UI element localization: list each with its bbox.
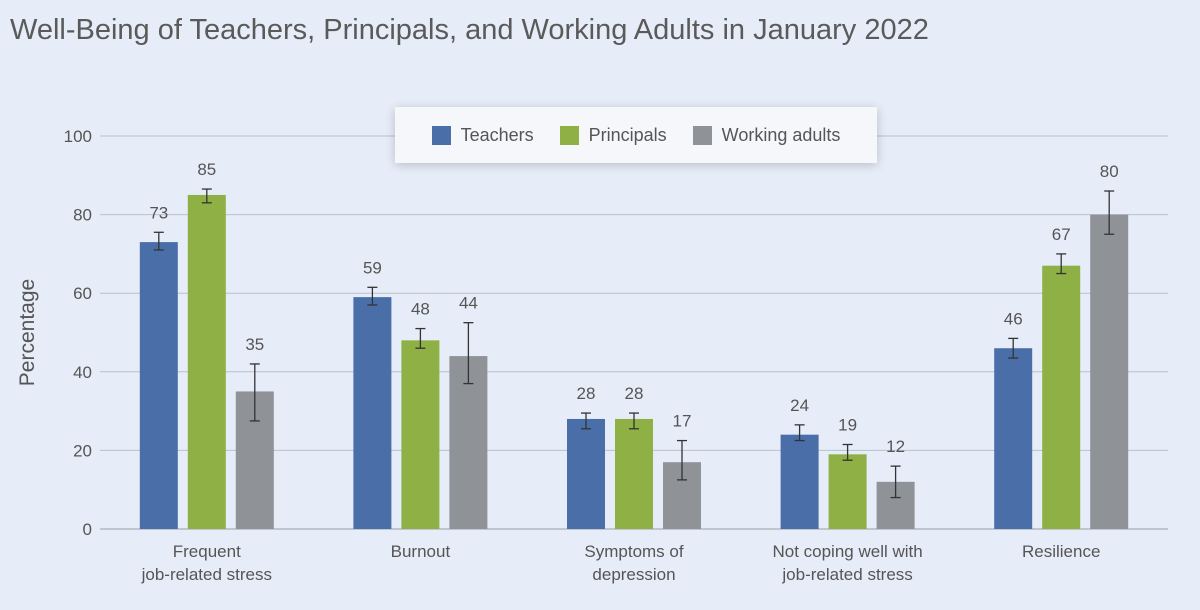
bars: 73 85 35 59 48 44 28 28 17 24 19 12 46 67 80 <box>139 160 1129 530</box>
data-label: 46 <box>1004 309 1023 328</box>
bar <box>401 340 440 529</box>
data-label: 73 <box>149 203 168 222</box>
data-label: 28 <box>577 384 596 403</box>
bar <box>1090 214 1129 529</box>
bar <box>828 454 867 529</box>
legend-swatch <box>559 125 579 145</box>
legend-item: Working adults <box>692 124 841 146</box>
x-tick-label: Burnout <box>391 542 451 561</box>
x-axis: Frequent job-related stress Burnout Symptom… <box>141 542 1101 584</box>
legend-swatch <box>431 125 451 145</box>
data-label: 67 <box>1052 225 1071 244</box>
x-tick-label: Resilience <box>1022 542 1100 561</box>
bar <box>567 418 605 529</box>
bar <box>187 194 226 529</box>
y-axis-label: Percentage <box>16 279 39 386</box>
data-label: 28 <box>625 384 644 403</box>
data-label: 85 <box>197 160 216 179</box>
legend: Teachers Principals Working adults <box>395 107 877 163</box>
x-tick-label: Not coping well with <box>772 542 922 561</box>
bar <box>139 242 178 530</box>
y-tick-label: 40 <box>73 363 92 382</box>
legend-item: Teachers <box>431 124 534 146</box>
bar <box>994 348 1033 529</box>
bar <box>615 418 653 529</box>
bar <box>449 356 488 529</box>
data-label: 44 <box>459 294 478 313</box>
y-tick-label: 100 <box>64 127 92 146</box>
y-tick-label: 60 <box>73 284 92 303</box>
data-label: 12 <box>886 437 905 456</box>
y-tick-label: 20 <box>73 441 92 460</box>
y-tick-label: 0 <box>83 520 92 539</box>
data-label: 24 <box>790 396 809 415</box>
x-tick-label: Symptoms of <box>584 542 683 561</box>
legend-label: Teachers <box>460 124 534 145</box>
data-label: 17 <box>673 412 692 431</box>
bar <box>780 434 819 529</box>
legend-label: Working adults <box>721 124 841 145</box>
data-label: 59 <box>363 258 382 277</box>
y-axis: 0 20 40 60 80 100 Percentage <box>16 127 92 539</box>
x-tick-label: Frequent <box>173 542 241 561</box>
bar <box>1042 265 1081 529</box>
bar <box>353 297 392 529</box>
legend-label: Principals <box>588 124 667 145</box>
data-label: 80 <box>1100 162 1119 181</box>
chart-title: Well-Being of Teachers, Principals, and … <box>10 14 929 46</box>
legend-item: Principals <box>559 124 667 146</box>
x-tick-label: job-related stress <box>141 565 272 584</box>
legend-swatch <box>692 125 712 145</box>
data-label: 48 <box>411 300 430 319</box>
x-tick-label: depression <box>592 565 675 584</box>
data-label: 19 <box>838 416 857 435</box>
data-label: 35 <box>245 335 264 354</box>
y-tick-label: 80 <box>73 206 92 225</box>
x-tick-label: job-related stress <box>781 565 912 584</box>
